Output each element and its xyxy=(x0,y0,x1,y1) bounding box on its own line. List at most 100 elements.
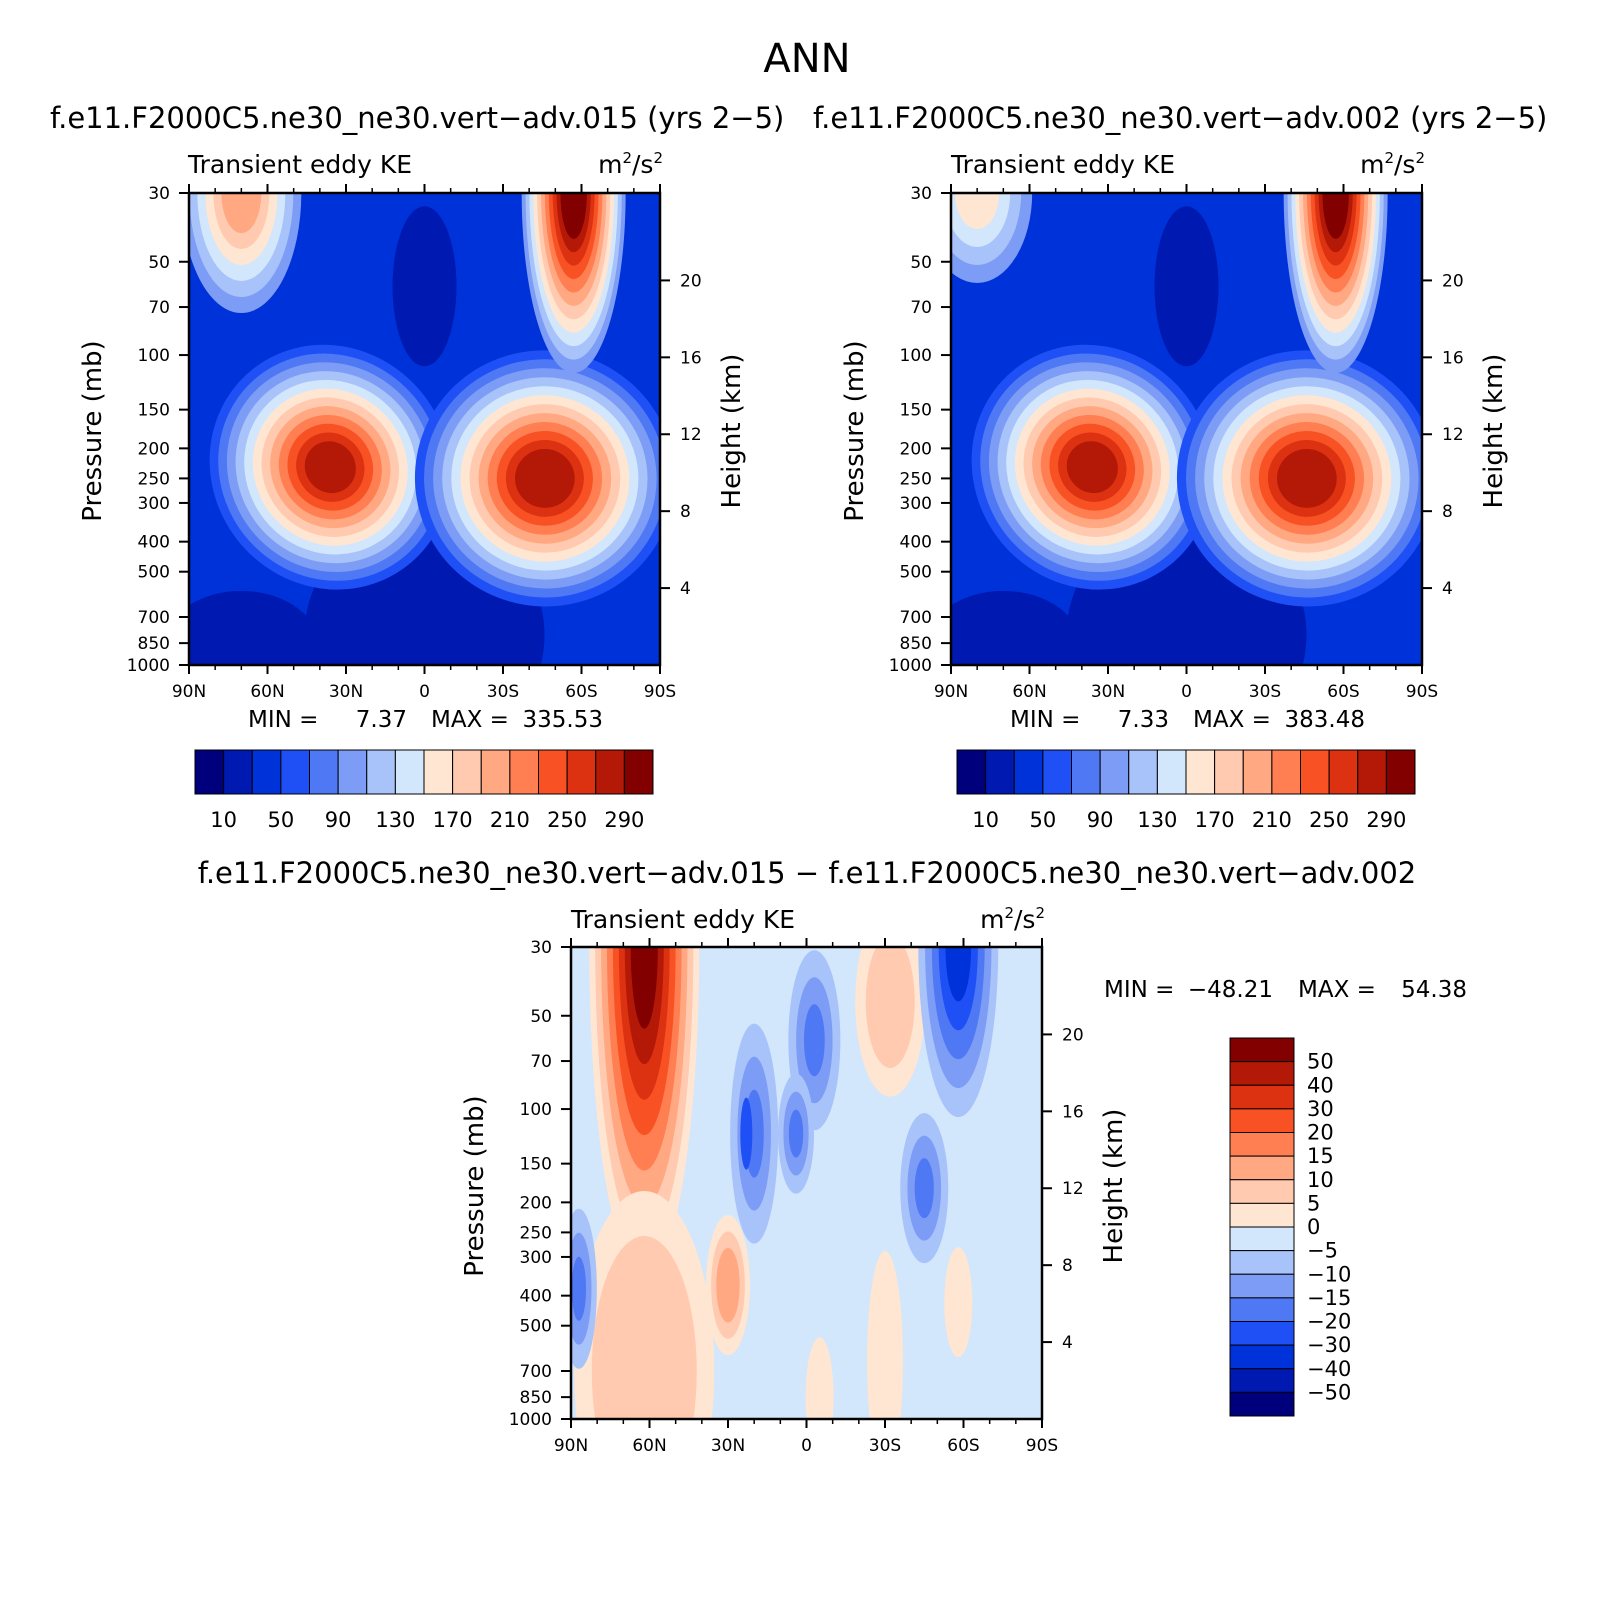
x-tick-label: 60N xyxy=(250,682,284,702)
height-tick-label: 20 xyxy=(1062,1025,1084,1045)
panel-b-colorbar: 10 50 90 130 170 210 250 290 xyxy=(956,749,1416,832)
pressure-tick-label: 150 xyxy=(900,401,932,421)
panel-b-ylabel-left: Pressure (mb) xyxy=(840,340,870,521)
panel-a-units: m2/s2 xyxy=(598,149,663,179)
contour-band xyxy=(1322,193,1349,239)
pressure-tick-label: 400 xyxy=(900,533,932,553)
colorbar-swatch xyxy=(1229,1061,1295,1086)
colorbar-label: 210 xyxy=(1252,808,1292,832)
colorbar-swatch xyxy=(985,749,1015,795)
panel-b-max-label: MAX = xyxy=(1193,707,1271,733)
x-tick-label: 0 xyxy=(419,682,430,702)
colorbar-label: 90 xyxy=(1087,808,1114,832)
height-tick-label: 12 xyxy=(680,425,702,445)
colorbar-label: −40 xyxy=(1307,1357,1351,1381)
colorbar-swatch xyxy=(1229,1226,1295,1252)
colorbar-swatch xyxy=(1229,1179,1295,1204)
contour-band xyxy=(630,947,658,1029)
contour-band xyxy=(865,947,915,1069)
colorbar-label: 50 xyxy=(268,808,295,832)
colorbar-label: 170 xyxy=(1195,808,1235,832)
colorbar-swatch xyxy=(1042,749,1072,795)
pressure-tick-label: 70 xyxy=(910,298,932,318)
contour-band xyxy=(944,1247,973,1358)
contour-band xyxy=(221,193,262,233)
colorbar-swatch xyxy=(1229,1368,1295,1393)
pressure-tick-label: 30 xyxy=(910,184,932,204)
pressure-tick-label: 500 xyxy=(900,563,932,583)
pressure-tick-label: 100 xyxy=(900,346,932,366)
colorbar-swatch xyxy=(623,749,654,795)
panel-a-max-label: MAX = xyxy=(431,707,509,733)
colorbar-swatch xyxy=(538,749,568,795)
colorbar-swatch xyxy=(366,749,396,795)
pressure-tick-label: 300 xyxy=(900,494,932,514)
panel-c-axes: 90N 60N 30N 0 30S 60S 90S 30 50 70 100 150 200 250 300… xyxy=(509,938,1084,1456)
colorbar-swatch xyxy=(1271,749,1301,795)
colorbar-label: 290 xyxy=(604,808,644,832)
panel-c-units: m2/s2 xyxy=(980,904,1045,934)
x-tick-label: 30S xyxy=(869,1436,901,1456)
pressure-tick-label: 250 xyxy=(520,1223,552,1243)
x-tick-label: 90N xyxy=(554,1436,588,1456)
height-tick-label: 12 xyxy=(1442,425,1464,445)
colorbar-swatch xyxy=(1099,749,1130,795)
panel-c-ylabel-left: Pressure (mb) xyxy=(460,1095,490,1276)
panel-a-colorbar: 10 50 90 130 170 210 250 290 xyxy=(194,749,654,832)
pressure-tick-label: 500 xyxy=(520,1317,552,1337)
panel-b-variable-label: Transient eddy KE xyxy=(950,150,1175,179)
page-title: ANN xyxy=(763,36,850,82)
colorbar-swatch xyxy=(595,749,625,795)
panel-a-axes: 90N 60N 30N 0 30S 60S 90S 30 50 70 100 150 200 250 300… xyxy=(127,184,702,702)
panel-c-contours xyxy=(571,947,999,1419)
colorbar-swatch xyxy=(1229,1084,1295,1110)
panel-a: f.e11.F2000C5.ne30_ne30.vert−adv.015 (yr… xyxy=(50,101,784,832)
colorbar-label: 250 xyxy=(1309,808,1349,832)
height-tick-label: 16 xyxy=(680,348,702,368)
colorbar-label: −5 xyxy=(1307,1239,1338,1263)
panel-a-variable-label: Transient eddy KE xyxy=(187,150,412,179)
pressure-tick-label: 500 xyxy=(138,563,170,583)
pressure-tick-label: 150 xyxy=(520,1155,552,1175)
pressure-tick-label: 1000 xyxy=(127,656,170,676)
contour-band xyxy=(392,206,457,367)
pressure-tick-label: 700 xyxy=(900,608,932,628)
height-tick-label: 16 xyxy=(1442,348,1464,368)
pressure-tick-label: 50 xyxy=(910,253,932,273)
colorbar-swatch xyxy=(1185,749,1216,795)
panel-b-run-title: f.e11.F2000C5.ne30_ne30.vert−adv.002 (yr… xyxy=(813,101,1547,135)
colorbar-swatch xyxy=(1242,749,1273,795)
pressure-tick-label: 200 xyxy=(138,439,170,459)
contour-band xyxy=(514,448,575,508)
colorbar-swatch xyxy=(1229,1391,1295,1417)
height-tick-label: 4 xyxy=(1062,1333,1073,1353)
pressure-tick-label: 400 xyxy=(520,1287,552,1307)
x-tick-label: 60S xyxy=(947,1436,979,1456)
panel-a-max-value: 335.53 xyxy=(523,707,603,733)
contour-band xyxy=(1154,206,1219,367)
height-tick-label: 4 xyxy=(1442,579,1453,599)
colorbar-swatch xyxy=(1229,1108,1295,1133)
contour-band xyxy=(788,1109,804,1158)
pressure-tick-label: 1000 xyxy=(509,1410,552,1430)
panel-c-ylabel-right: Height (km) xyxy=(1099,1109,1129,1264)
panel-a-min-label: MIN = xyxy=(248,707,318,733)
colorbar-swatch xyxy=(223,749,253,795)
panel-c-plot-area xyxy=(571,947,1042,1419)
contour-band xyxy=(304,441,356,494)
colorbar-label: 170 xyxy=(433,808,473,832)
colorbar-swatch xyxy=(309,749,339,795)
colorbar-swatch xyxy=(1229,1155,1295,1181)
panel-c-run-title: f.e11.F2000C5.ne30_ne30.vert−adv.015 − f… xyxy=(198,856,1417,890)
x-tick-label: 60S xyxy=(1327,682,1359,702)
pressure-tick-label: 400 xyxy=(138,533,170,553)
contour-band xyxy=(189,307,238,428)
panel-b-axes: 90N 60N 30N 0 30S 60S 90S 30 50 70 100 150 200 250 300… xyxy=(889,184,1464,702)
colorbar-label: 20 xyxy=(1307,1121,1334,1145)
contour-band xyxy=(740,1097,753,1170)
x-tick-label: 30N xyxy=(711,1436,745,1456)
pressure-tick-label: 100 xyxy=(138,346,170,366)
colorbar-swatch xyxy=(1229,1297,1295,1322)
contour-band xyxy=(1066,441,1118,494)
panel-b-max-value: 383.48 xyxy=(1285,707,1365,733)
